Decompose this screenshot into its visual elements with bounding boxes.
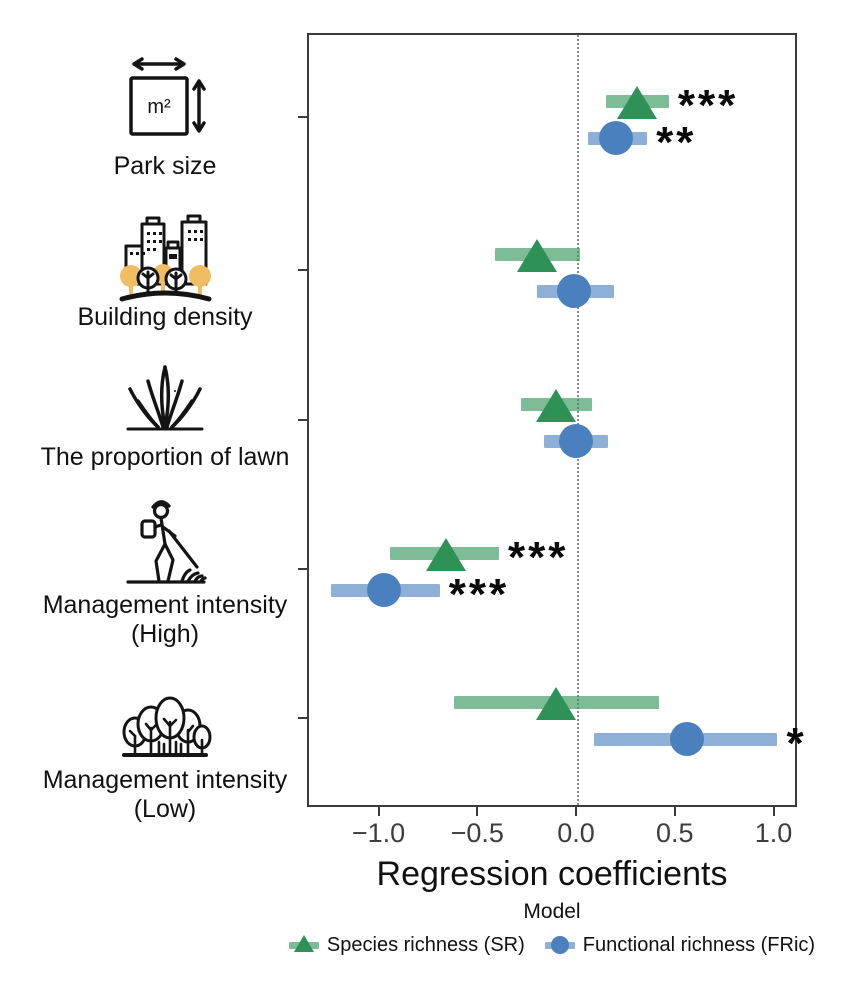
y-tick-management-intensity-low	[298, 717, 307, 719]
square-meter-label: m²	[147, 96, 171, 118]
marker-circle-functional-richness-fric-building-density	[557, 274, 592, 308]
predictor-label-building-density: Building density	[77, 303, 253, 331]
predictor-label-park-size: Park size	[113, 152, 217, 180]
predictor-label-proportion-of-lawn: The proportion of lawn	[40, 443, 290, 471]
park-area-icon: m²	[0, 56, 330, 148]
building-density-icon	[0, 210, 330, 302]
marker-circle-functional-richness-fric-management-intensity-high	[367, 573, 402, 607]
x-tick-label-0.5: 0.5	[655, 818, 694, 848]
y-tick-management-intensity-high	[298, 568, 307, 570]
x-tick-0.0	[575, 807, 577, 816]
significance-stars-functional-richness-fric-management-intensity-high: ***	[448, 570, 510, 619]
marker-circle-functional-richness-fric-the-proportion-of-lawn	[559, 424, 594, 458]
marker-triangle-species-richness-sr-building-density	[516, 239, 557, 272]
marker-triangle-species-richness-sr-management-intensity-low	[536, 687, 577, 720]
lawn-mowing-icon	[0, 494, 330, 590]
marker-triangle-species-richness-sr-the-proportion-of-lawn	[536, 389, 577, 422]
x-axis-title: Regression coefficients	[376, 855, 728, 893]
circle-marker-icon	[544, 932, 575, 958]
x-tick-label-−1.0: −1.0	[351, 818, 406, 848]
plot-panel: *** *** ** *** *	[307, 33, 804, 807]
x-tick-0.5	[673, 807, 676, 816]
predictor-label-management-low: Management intensity (Low)	[42, 766, 288, 823]
lawn-grass-icon	[0, 360, 330, 442]
marker-triangle-species-richness-sr-management-intensity-high	[425, 538, 466, 571]
significance-stars-species-richness-sr-park-size: ***	[677, 81, 739, 130]
legend-title: Model	[523, 900, 581, 923]
triangle-marker-icon	[288, 932, 319, 958]
x-tick-label-−0.5: −0.5	[450, 818, 504, 848]
legend: Model Species richness (SR) Functional r…	[247, 900, 857, 958]
y-tick-building-density	[298, 269, 307, 271]
marker-circle-functional-richness-fric-park-size	[598, 121, 633, 155]
y-tick-park-size	[298, 116, 307, 118]
legend-label-sr: Species richness (SR)	[326, 933, 525, 956]
marker-triangle-species-richness-sr-park-size	[617, 86, 658, 119]
legend-label-fric: Functional richness (FRic)	[582, 933, 816, 956]
x-tick-−1.0	[377, 807, 380, 816]
legend-entry-functional-richness: Functional richness (FRic)	[544, 932, 816, 958]
predictor-label-management-high: Management intensity (High)	[42, 591, 288, 648]
legend-entry-species-richness: Species richness (SR)	[288, 932, 525, 958]
x-tick-label-0.0: 0.0	[557, 818, 595, 848]
significance-stars-functional-richness-fric-management-intensity-low: *	[786, 719, 807, 768]
x-tick-1.0	[772, 807, 775, 816]
zero-reference-line	[577, 35, 579, 805]
marker-circle-functional-richness-fric-management-intensity-low	[669, 722, 704, 756]
significance-stars-species-richness-sr-management-intensity-high: ***	[508, 533, 569, 582]
x-tick-−0.5	[476, 807, 479, 816]
forest-trees-icon	[0, 680, 330, 762]
significance-stars-functional-richness-fric-park-size: **	[656, 118, 697, 167]
y-tick-the-proportion-of-lawn	[298, 419, 307, 421]
plot-layer: *** *** ** *** *	[309, 35, 804, 805]
x-tick-label-1.0: 1.0	[754, 818, 793, 848]
